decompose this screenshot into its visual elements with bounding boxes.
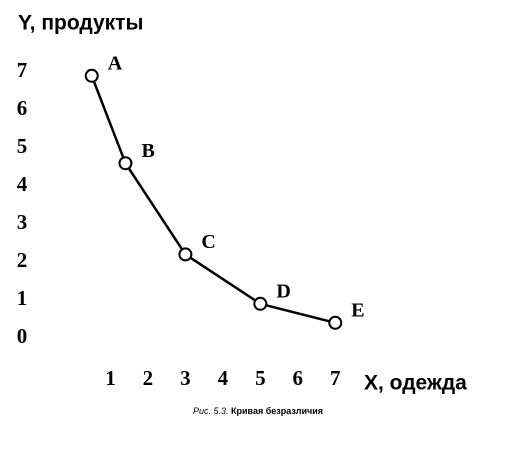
y-tick-label: 1 — [17, 286, 28, 310]
y-tick-label: 6 — [17, 96, 28, 120]
point-label: C — [201, 231, 215, 253]
caption-text: Кривая безразличия — [231, 406, 323, 416]
x-tick-label: 3 — [180, 366, 191, 390]
x-tick-label: 1 — [105, 366, 116, 390]
y-tick-label: 0 — [17, 324, 28, 348]
y-tick-label: 5 — [17, 134, 28, 158]
x-tick-label: 2 — [143, 366, 154, 390]
point — [178, 247, 193, 262]
point-label: D — [276, 280, 290, 302]
x-tick-label: 7 — [330, 366, 341, 390]
point-label: B — [141, 140, 154, 162]
caption: Рис. 5.3. Кривая безразличия — [193, 406, 323, 416]
y-tick-label: 2 — [17, 248, 28, 272]
curve — [90, 75, 336, 325]
y-tick-label: 7 — [17, 58, 28, 82]
caption-number: Рис. 5.3. — [193, 406, 229, 416]
point — [118, 156, 133, 171]
point — [328, 315, 343, 330]
y-tick-label: 3 — [17, 210, 28, 234]
point-label: E — [351, 299, 364, 321]
y-tick-label: 4 — [17, 172, 28, 196]
point-label: A — [108, 52, 123, 74]
point — [84, 68, 99, 83]
x-tick-label: 5 — [255, 366, 266, 390]
x-tick-label: 6 — [293, 366, 304, 390]
y-axis-label: Y, продукты — [18, 12, 143, 35]
x-tick-label: 4 — [218, 366, 229, 390]
point — [253, 296, 268, 311]
x-axis-label: X, одежда — [364, 372, 467, 395]
